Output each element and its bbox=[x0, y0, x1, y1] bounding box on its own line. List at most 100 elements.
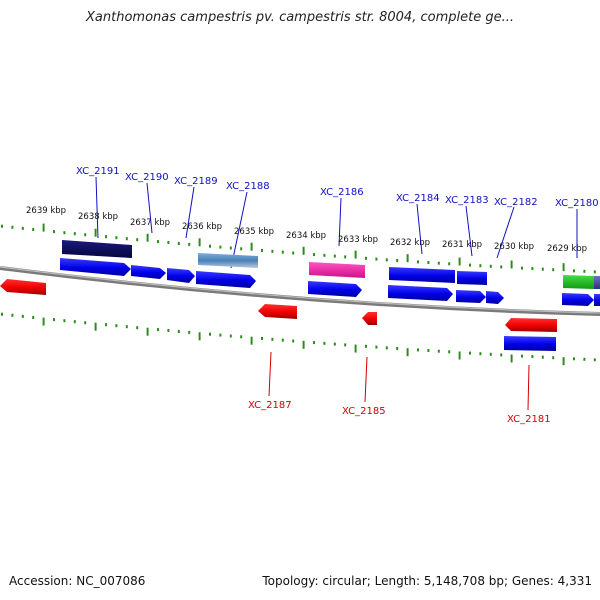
tick-mark-minor bbox=[417, 348, 419, 352]
tick-mark-minor bbox=[115, 236, 118, 240]
tick-mark-minor bbox=[365, 344, 367, 348]
tick-mark-minor bbox=[323, 253, 326, 257]
tick-mark-minor bbox=[261, 337, 263, 340]
leader-line bbox=[185, 186, 195, 239]
tick-mark-minor bbox=[333, 342, 336, 346]
forward-genes[interactable] bbox=[60, 240, 600, 306]
tick-mark-minor bbox=[188, 330, 191, 334]
gene-xc-2191[interactable] bbox=[60, 258, 131, 276]
gene-label-top[interactable]: XC_2190 bbox=[125, 172, 169, 183]
tick-mark-minor bbox=[136, 238, 139, 242]
gene-label-bottom[interactable]: XC_2185 bbox=[342, 406, 386, 417]
gene-label-top[interactable]: XC_2186 bbox=[320, 187, 364, 198]
tick-mark-minor bbox=[261, 249, 263, 252]
tick-mark-minor bbox=[375, 345, 378, 349]
gene-reverse-partial-left[interactable] bbox=[0, 279, 46, 295]
tick-mark-minor bbox=[479, 352, 482, 356]
tick-mark-minor bbox=[21, 226, 24, 230]
tick-mark-minor bbox=[448, 262, 451, 266]
tick-labels: 2639 kbp 2638 kbp 2637 kbp 2636 kbp 2635… bbox=[26, 206, 587, 254]
tick-mark-minor bbox=[385, 258, 388, 262]
tick-mark-minor bbox=[541, 355, 544, 359]
gene-xc-2185[interactable] bbox=[362, 312, 377, 325]
tick-mark-major bbox=[146, 233, 149, 242]
gene-label-top[interactable]: XC_2182 bbox=[494, 197, 538, 208]
gene-label-bottom[interactable]: XC_2181 bbox=[507, 414, 551, 425]
gene-label-top[interactable]: XC_2189 bbox=[174, 176, 218, 187]
tick-mark-major bbox=[302, 340, 305, 349]
gene-xc-2191-block[interactable] bbox=[62, 240, 132, 258]
genome-backbone bbox=[0, 266, 600, 316]
gene-label-top[interactable]: XC_2183 bbox=[445, 195, 489, 206]
tick-mark-minor bbox=[521, 266, 523, 270]
tick-mark-minor bbox=[240, 247, 243, 251]
gene-xc-2180-block[interactable] bbox=[563, 275, 594, 289]
tick-mark-minor bbox=[271, 249, 274, 253]
tick-mark-minor bbox=[427, 349, 430, 352]
tick-mark-major bbox=[250, 336, 253, 345]
tick-label: 2634 kbp bbox=[286, 231, 326, 241]
tick-mark-minor bbox=[344, 255, 347, 259]
gene-xc-2180[interactable] bbox=[562, 293, 594, 306]
gene-label-top[interactable]: XC_2188 bbox=[226, 181, 270, 192]
gene-xc-2190[interactable] bbox=[131, 265, 166, 279]
bottom-gene-labels: XC_2187 XC_2185 XC_2181 bbox=[248, 400, 551, 425]
gene-label-top[interactable]: XC_2184 bbox=[396, 193, 440, 204]
top-gene-labels: XC_2191 XC_2190 XC_2189 XC_2188 XC_2186 … bbox=[76, 166, 599, 209]
leader-line bbox=[496, 206, 515, 259]
tick-mark-minor bbox=[73, 232, 76, 236]
tick-mark-minor bbox=[53, 318, 55, 322]
tick-label: 2636 kbp bbox=[182, 222, 222, 232]
tick-mark-minor bbox=[167, 241, 170, 244]
gene-xc-2183[interactable] bbox=[456, 290, 486, 303]
tick-mark-minor bbox=[500, 265, 503, 269]
tick-label: 2637 kbp bbox=[130, 218, 170, 228]
tick-mark-minor bbox=[489, 264, 492, 268]
tick-mark-minor bbox=[21, 314, 24, 318]
gene-xc-2179-partial[interactable] bbox=[594, 294, 600, 306]
tick-mark-minor bbox=[136, 326, 139, 330]
tick-mark-minor bbox=[188, 242, 191, 246]
gene-label-bottom[interactable]: XC_2187 bbox=[248, 400, 292, 411]
gene-xc-2186[interactable] bbox=[308, 281, 362, 297]
tick-mark-minor bbox=[32, 316, 35, 319]
tick-mark-major bbox=[562, 263, 565, 272]
gene-xc-2182[interactable] bbox=[486, 291, 504, 304]
gene-xc-2189[interactable] bbox=[167, 268, 195, 283]
gene-xc-2183-top[interactable] bbox=[457, 271, 487, 285]
tick-mark-minor bbox=[157, 240, 159, 244]
tick-mark-minor bbox=[32, 228, 35, 231]
tick-mark-minor bbox=[63, 319, 66, 323]
gene-xc-2186-block[interactable] bbox=[309, 262, 365, 278]
gene-xc-2181[interactable] bbox=[504, 336, 556, 351]
gene-xc-2181-top[interactable] bbox=[505, 318, 557, 332]
tick-mark-minor bbox=[229, 246, 232, 250]
tick-mark-major bbox=[198, 332, 201, 341]
gene-xc-2180-block-2[interactable] bbox=[594, 276, 600, 289]
gene-xc-2188-block[interactable] bbox=[198, 253, 258, 268]
tick-mark-minor bbox=[125, 237, 128, 241]
tick-mark-minor bbox=[365, 256, 367, 260]
gene-xc-2188[interactable] bbox=[196, 271, 256, 288]
reverse-genes[interactable] bbox=[0, 279, 557, 351]
tick-mark-minor bbox=[84, 321, 87, 325]
gene-label-top[interactable]: XC_2191 bbox=[76, 166, 120, 177]
tick-mark-minor bbox=[125, 325, 128, 329]
topology-text: Topology: circular; Length: 5,148,708 bp… bbox=[262, 574, 592, 588]
tick-mark-minor bbox=[157, 328, 159, 332]
tick-track-upper bbox=[1, 223, 596, 274]
tick-mark-major bbox=[562, 357, 565, 366]
gene-xc-2184-top[interactable] bbox=[389, 267, 455, 283]
tick-mark-minor bbox=[313, 253, 315, 257]
tick-track-lower bbox=[1, 312, 596, 366]
leader-line bbox=[465, 205, 473, 257]
gene-xc-2187[interactable] bbox=[258, 304, 297, 319]
gene-xc-2184[interactable] bbox=[388, 285, 453, 301]
tick-mark-minor bbox=[281, 250, 284, 254]
tick-mark-major bbox=[510, 354, 513, 363]
gene-label-top[interactable]: XC_2180 bbox=[555, 198, 599, 209]
tick-mark-minor bbox=[105, 235, 107, 239]
tick-mark-major bbox=[510, 260, 513, 269]
tick-mark-major bbox=[458, 351, 461, 360]
